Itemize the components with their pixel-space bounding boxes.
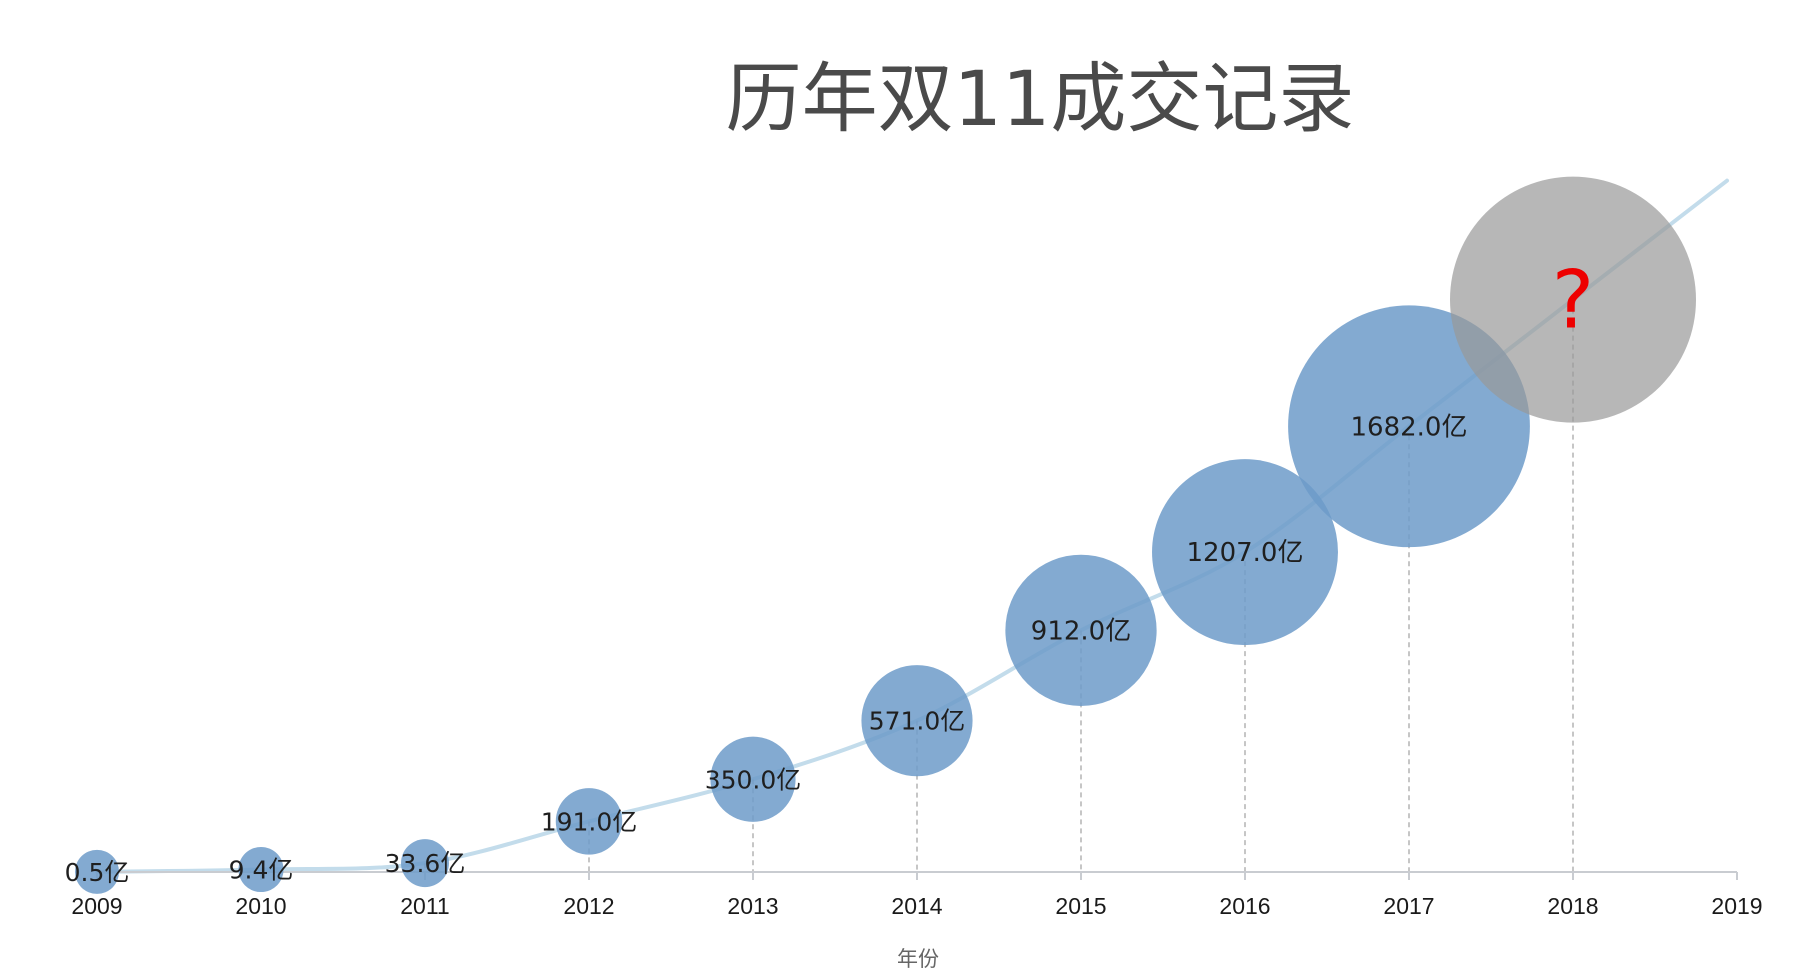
prediction-bubble [1450,176,1696,423]
data-label: 0.5亿 [65,858,130,887]
x-axis: 2009 2010 2011 2012 2013 2014 2015 2016 2017 2018… [71,871,1763,919]
data-label: 1682.0亿 [1351,412,1468,442]
data-bubble [710,736,796,822]
data-label: 9.4亿 [229,856,294,885]
x-tick-label: 2018 [1547,893,1598,919]
x-tick-label: 2009 [71,893,122,919]
data-label: 571.0亿 [869,707,966,736]
data-bubble [555,788,623,855]
data-bubble [401,839,449,888]
x-tick-label: 2017 [1383,893,1434,919]
bubble-layer [74,176,1696,894]
data-bubble [1005,554,1157,706]
x-axis-label: 年份 [897,947,939,971]
x-tick-label: 2019 [1711,893,1762,919]
x-tick-label: 2011 [400,893,449,919]
x-tick-label: 2015 [1055,893,1106,919]
data-bubble [74,849,120,894]
x-tick-label: 2013 [727,893,778,919]
data-bubble [861,665,973,777]
x-tick-label: 2014 [891,893,942,919]
x-tick-label: 2016 [1219,893,1270,919]
x-tick-label: 2012 [563,893,614,919]
chart-title: 历年双11成交记录 [726,54,1355,143]
data-label: 1207.0亿 [1187,538,1304,568]
data-label: 191.0亿 [541,807,638,836]
label-layer: 0.5亿 9.4亿 33.6亿 191.0亿 350.0亿 571.0亿 912.0亿 120… [65,254,1595,887]
x-tick-label: 2010 [235,893,286,919]
data-label: 33.6亿 [385,849,466,878]
data-label: 350.0亿 [705,765,802,794]
prediction-label: ? [1552,254,1594,347]
data-label: 912.0亿 [1031,616,1131,646]
data-bubble [1152,459,1338,646]
data-bubble [238,846,284,893]
